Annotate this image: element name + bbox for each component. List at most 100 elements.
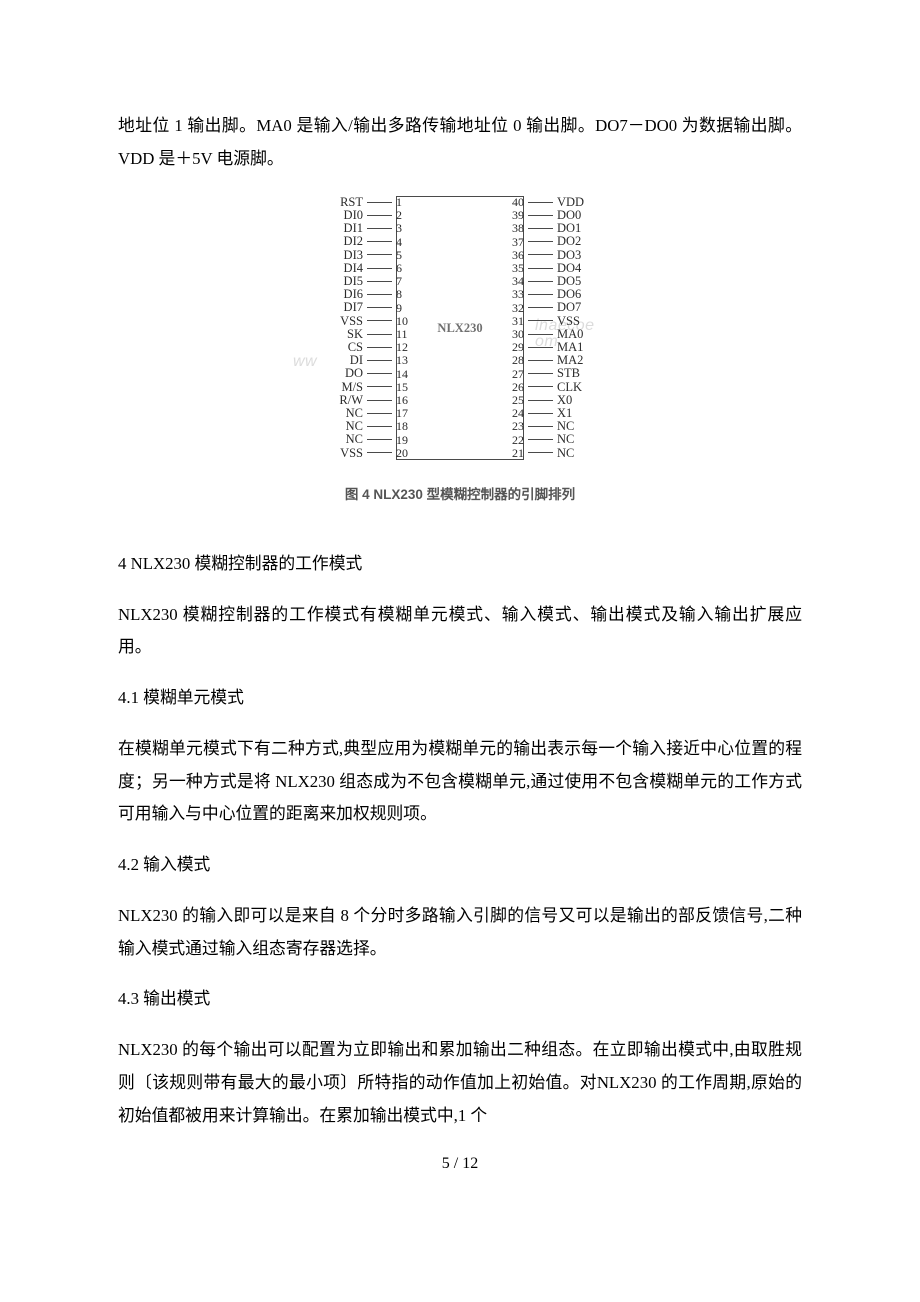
pin-row: DI6833DO6 <box>305 288 615 301</box>
pin-lead <box>528 202 553 203</box>
section-4-1-heading: 4.1 模糊单元模式 <box>118 682 802 715</box>
pin-right-label: DO7 <box>553 301 615 314</box>
section-4-1-paragraph: 在模糊单元模式下有二种方式,典型应用为模糊单元的输出表示每一个输入接近中心位置的… <box>118 733 802 831</box>
pin-lead <box>528 228 553 229</box>
pin-number-left: 17 <box>392 407 412 419</box>
pin-number-left: 16 <box>392 394 412 406</box>
chip-pinout-figure: NLX230 ww inaecoe om RST140VDDDI0239DO0D… <box>118 194 802 508</box>
pin-row: M/S1526CLK <box>305 380 615 393</box>
section-4-3-paragraph: NLX230 的每个输出可以配置为立即输出和累加输出二种组态。在立即输出模式中,… <box>118 1034 802 1132</box>
pin-lead <box>528 294 553 295</box>
pin-row: DI1338DO1 <box>305 222 615 235</box>
pin-lead <box>367 202 392 203</box>
pin-number-left: 14 <box>392 368 412 380</box>
pin-right-label: MA0 <box>553 328 615 341</box>
pin-left-label: DI5 <box>305 275 367 288</box>
pin-row: DI5 7 34 DO5 <box>305 275 615 288</box>
pin-left-label: DI4 <box>305 262 367 275</box>
pin-left-label: DI6 <box>305 288 367 301</box>
pin-number-right: 32 <box>508 302 528 314</box>
pin-number-left: 6 <box>392 262 412 274</box>
pin-number-left: 9 <box>392 302 412 314</box>
pin-row: NC1724X1 <box>305 407 615 420</box>
pin-left-label: DI1 <box>305 222 367 235</box>
pin-lead <box>367 241 392 242</box>
pin-number-left: 11 <box>392 328 412 340</box>
pin-row: DI0239DO0 <box>305 209 615 222</box>
pin-left-label: VSS <box>305 447 367 460</box>
pin-right-label: DO6 <box>553 288 615 301</box>
pin-row: VSS1031VSS <box>305 314 615 327</box>
section-4-2-paragraph: NLX230 的输入即可以是来自 8 个分时多路输入引脚的信号又可以是输出的部反… <box>118 900 802 966</box>
pin-right-label: DO2 <box>553 235 615 248</box>
pin-lead <box>528 400 553 401</box>
pin-lead <box>367 386 392 387</box>
pin-lead <box>528 215 553 216</box>
pin-lead <box>528 360 553 361</box>
intro-paragraph: 地址位 1 输出脚。MA0 是输入/输出多路传输地址位 0 输出脚。DO7－DO… <box>118 110 802 176</box>
pin-lead <box>367 268 392 269</box>
pin-lead <box>528 426 553 427</box>
pin-number-right: 40 <box>508 196 528 208</box>
pin-lead <box>528 241 553 242</box>
pin-number-right: 28 <box>508 354 528 366</box>
pin-number-right: 39 <box>508 209 528 221</box>
pin-number-left: 5 <box>392 249 412 261</box>
pin-number-right: 36 <box>508 249 528 261</box>
pin-right-label: CLK <box>553 381 615 394</box>
pin-row: NC1823NC <box>305 420 615 433</box>
pin-number-right: 37 <box>508 236 528 248</box>
pin-number-left: 10 <box>392 315 412 327</box>
section-4-2-heading: 4.2 输入模式 <box>118 849 802 882</box>
pin-lead <box>367 281 392 282</box>
pin-lead <box>528 320 553 321</box>
pin-lead <box>528 281 553 282</box>
pin-row: VSS2021NC <box>305 446 615 459</box>
pin-row: DI2437DO2 <box>305 235 615 248</box>
pin-lead <box>367 426 392 427</box>
pin-right-label: DO5 <box>553 275 615 288</box>
pin-left-label: DI <box>305 354 367 367</box>
pin-number-right: 35 <box>508 262 528 274</box>
pin-left-label: DI7 <box>305 301 367 314</box>
pin-number-right: 38 <box>508 222 528 234</box>
pin-row: RST140VDD <box>305 196 615 209</box>
pin-lead <box>528 386 553 387</box>
pin-right-label: MA1 <box>553 341 615 354</box>
pin-right-label: NC <box>553 420 615 433</box>
pin-lead <box>528 373 553 374</box>
pin-number-right: 34 <box>508 275 528 287</box>
pin-left-label: DO <box>305 367 367 380</box>
pin-left-label: NC <box>305 433 367 446</box>
pin-right-label: DO1 <box>553 222 615 235</box>
pin-right-label: DO3 <box>553 249 615 262</box>
pin-lead <box>367 320 392 321</box>
pin-lead <box>367 254 392 255</box>
pin-right-label: NC <box>553 447 615 460</box>
pin-lead <box>367 439 392 440</box>
pin-row: DI4635DO4 <box>305 262 615 275</box>
pin-number-left: 13 <box>392 354 412 366</box>
pin-lead <box>367 334 392 335</box>
pin-number-left: 12 <box>392 341 412 353</box>
pin-number-right: 27 <box>508 368 528 380</box>
pin-row: DI1328MA2 <box>305 354 615 367</box>
pin-number-right: 26 <box>508 381 528 393</box>
pin-number-right: 33 <box>508 288 528 300</box>
pin-row: DI3 5 36 DO3 <box>305 248 615 261</box>
pin-left-label: CS <box>305 341 367 354</box>
pin-left-label: DI3 <box>305 249 367 262</box>
pin-lead <box>367 347 392 348</box>
section-4-paragraph: NLX230 模糊控制器的工作模式有模糊单元模式、输入模式、输出模式及输入输出扩… <box>118 599 802 665</box>
pin-number-left: 20 <box>392 447 412 459</box>
pin-number-right: 29 <box>508 341 528 353</box>
pin-right-label: NC <box>553 433 615 446</box>
pin-number-left: 2 <box>392 209 412 221</box>
pin-lead <box>367 228 392 229</box>
pin-number-left: 7 <box>392 275 412 287</box>
pin-left-label: VSS <box>305 315 367 328</box>
pin-row: SK1130MA0 <box>305 328 615 341</box>
pin-right-label: STB <box>553 367 615 380</box>
pin-right-label: VSS <box>553 315 615 328</box>
pin-left-label: R/W <box>305 394 367 407</box>
